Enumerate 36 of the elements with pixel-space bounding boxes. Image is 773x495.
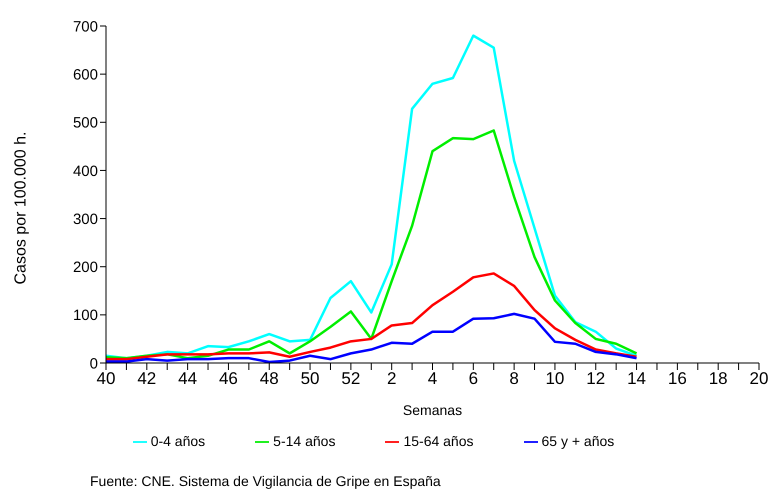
legend-label: 65 y + años bbox=[542, 433, 614, 449]
source-note: Fuente: CNE. Sistema de Vigilancia de Gripe en España bbox=[90, 473, 442, 489]
x-tick-label: 4 bbox=[428, 369, 438, 388]
x-tick-label: 20 bbox=[750, 369, 768, 388]
x-tick-label: 40 bbox=[96, 369, 116, 388]
x-axis-title: Semanas bbox=[402, 402, 462, 418]
x-tick-label: 52 bbox=[341, 369, 360, 388]
x-tick-label: 10 bbox=[545, 369, 564, 388]
y-tick-label: 400 bbox=[72, 162, 98, 180]
x-tick-label: 14 bbox=[627, 369, 646, 388]
x-tick-label: 2 bbox=[386, 369, 396, 388]
x-tick-label: 12 bbox=[586, 369, 606, 388]
line-series bbox=[104, 312, 638, 363]
x-tick-label: 44 bbox=[178, 369, 198, 388]
y-tick-label: 500 bbox=[72, 114, 98, 132]
legend-label: 0-4 años bbox=[150, 433, 206, 449]
x-tick-label: 50 bbox=[300, 369, 320, 388]
legend-label: 5-14 años bbox=[273, 433, 336, 449]
x-tick-label: 48 bbox=[260, 369, 279, 388]
x-tick-label: 18 bbox=[708, 369, 728, 388]
y-tick-label: 200 bbox=[72, 259, 98, 276]
x-tick-label: 42 bbox=[137, 369, 156, 388]
x-tick-label: 16 bbox=[668, 369, 687, 388]
y-tick-label: 100 bbox=[72, 307, 98, 324]
x-tick-label: 8 bbox=[509, 369, 519, 388]
x-tick-label: 6 bbox=[468, 369, 478, 388]
legend-label: 15-64 años bbox=[403, 433, 474, 449]
y-tick-label: 600 bbox=[72, 66, 98, 84]
y-axis-title: Casos por 100.000 h. bbox=[12, 132, 30, 284]
line-series bbox=[104, 129, 638, 360]
line-series bbox=[104, 272, 638, 360]
y-tick-label: 300 bbox=[72, 210, 98, 228]
y-tick-label: 700 bbox=[72, 18, 98, 36]
y-tick-label: 0 bbox=[90, 355, 98, 372]
line-series bbox=[104, 34, 638, 360]
x-tick-label: 46 bbox=[218, 369, 238, 388]
